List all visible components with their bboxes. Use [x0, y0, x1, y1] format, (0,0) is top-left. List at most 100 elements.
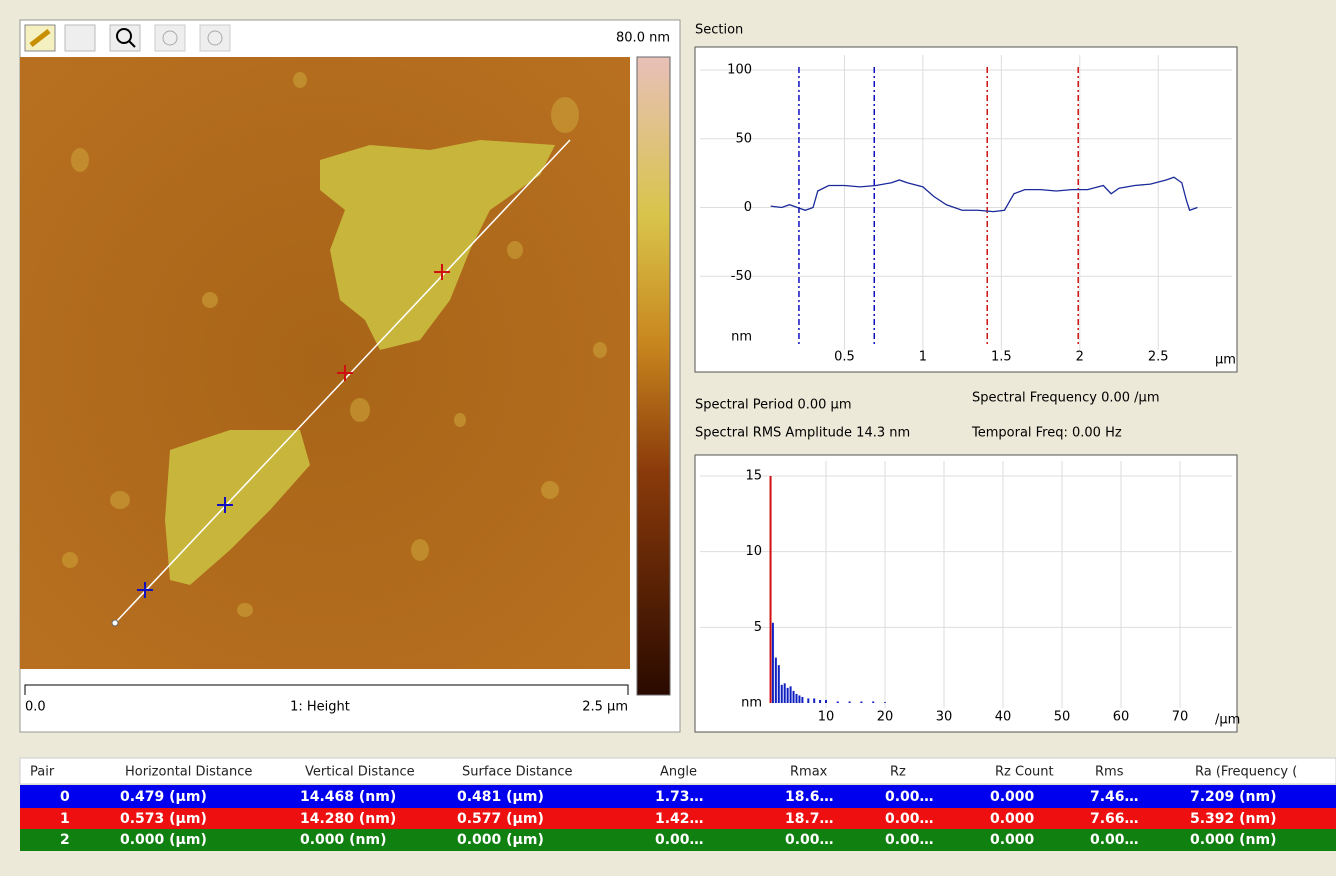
- spectrum-bar: [860, 701, 863, 703]
- spectrum-bar: [792, 690, 795, 703]
- cell: 0.00…: [885, 832, 934, 848]
- x-tick-label: 30: [936, 710, 953, 725]
- icon: [207, 30, 223, 46]
- cell: 0.573 (µm): [120, 811, 207, 827]
- spectrum-bar: [795, 693, 798, 703]
- spectrum-bar: [807, 698, 810, 703]
- tool-zoom-in[interactable]: [154, 24, 186, 52]
- spectral-rms: Spectral RMS Amplitude 14.3 nm: [695, 426, 910, 441]
- spectrum-bar: [825, 699, 827, 703]
- section-title: Section: [695, 23, 743, 38]
- spectrum-bar: [884, 702, 886, 703]
- y-unit: nm: [741, 696, 762, 711]
- spectral-period: Spectral Period 0.00 µm: [695, 398, 851, 413]
- spectrum-bar: [798, 695, 801, 703]
- cell: 5.392 (nm): [1190, 811, 1277, 827]
- spectrum-bar: [783, 683, 786, 703]
- afm-image: [20, 57, 630, 669]
- cell: 14.468 (nm): [300, 789, 396, 805]
- column-header: Rz Count: [995, 765, 1054, 780]
- x-tick-label: 1: [919, 350, 927, 365]
- x-tick-label: 70: [1172, 710, 1189, 725]
- cell: 0.000 (µm): [457, 832, 544, 848]
- x-unit: /µm: [1215, 713, 1240, 728]
- toolbar: [24, 24, 231, 52]
- column-header: Rmax: [790, 765, 828, 780]
- cell: 0.000: [990, 832, 1035, 848]
- cell: 0: [60, 789, 70, 805]
- x-tick-label: 50: [1054, 710, 1071, 725]
- y-tick-label: 5: [754, 620, 762, 635]
- table-row[interactable]: 0 0.479 (µm) 14.468 (nm) 0.481 (µm) 1.73… 18.…: [60, 789, 1277, 805]
- y-unit: nm: [731, 330, 752, 345]
- x-tick-label: 60: [1113, 710, 1130, 725]
- column-header: Surface Distance: [462, 765, 573, 780]
- section-box: [694, 46, 1238, 373]
- column-header: Rms: [1095, 765, 1124, 780]
- cell: 7.209 (nm): [1190, 789, 1277, 805]
- column-header: Ra (Frequency (: [1195, 765, 1297, 780]
- row-bg: [20, 829, 1336, 851]
- cursor-markers: [137, 264, 450, 598]
- row-bg: [20, 785, 1336, 808]
- cell: 0.000 (nm): [1190, 832, 1277, 848]
- column-header: Rz: [890, 765, 906, 780]
- icon: [128, 40, 136, 48]
- spectral-frequency: Spectral Frequency 0.00 /µm: [972, 391, 1159, 406]
- column-header: Pair: [30, 765, 55, 780]
- cell: 14.280 (nm): [300, 811, 396, 827]
- spots: [62, 72, 607, 617]
- table-row[interactable]: 2 0.000 (µm) 0.000 (nm) 0.000 (µm) 0.00… 0.00…: [60, 832, 1277, 848]
- icon: [29, 29, 51, 47]
- row-bg: [20, 808, 1336, 829]
- section-line: [114, 139, 571, 624]
- x-tick-label: 2: [1076, 350, 1084, 365]
- y-tick-label: 0: [744, 200, 752, 215]
- scale-start: 0.0: [25, 700, 46, 715]
- x-tick-label: 2.5: [1148, 350, 1169, 365]
- flake: [320, 140, 555, 350]
- column-header: Angle: [660, 765, 697, 780]
- y-tick-label: 50: [735, 131, 752, 146]
- cell: 0.481 (µm): [457, 789, 544, 805]
- x-tick-label: 40: [995, 710, 1012, 725]
- spectrum-bar: [771, 622, 774, 703]
- profile-line: [770, 176, 1198, 213]
- y-tick-label: -50: [731, 269, 752, 284]
- tool-zoom-out[interactable]: [199, 24, 231, 52]
- x-tick-label: 1.5: [991, 350, 1012, 365]
- scale-end: 2.5 µm: [582, 700, 628, 715]
- cell: 2: [60, 832, 70, 848]
- cell: 0.000 (nm): [300, 832, 387, 848]
- icon: [162, 30, 178, 46]
- spectrum-bar: [813, 698, 816, 703]
- tool-pan[interactable]: [64, 24, 96, 52]
- cell: 1: [60, 811, 70, 827]
- cell: 0.479 (µm): [120, 789, 207, 805]
- x-tick-label: 0.5: [834, 350, 855, 365]
- cell: 18.7…: [785, 811, 834, 827]
- spectrum-bar: [872, 701, 875, 703]
- line-start: [111, 619, 119, 627]
- spectrum-bar: [769, 476, 772, 703]
- x-tick-label: 20: [877, 710, 894, 725]
- spectrum-bar: [848, 701, 851, 703]
- cell: 7.66…: [1090, 811, 1139, 827]
- icon: [116, 28, 132, 44]
- spectrum-bar: [836, 701, 839, 703]
- y-tick-label: 10: [745, 544, 762, 559]
- cell: 0.00…: [1090, 832, 1139, 848]
- cell: 7.46…: [1090, 789, 1139, 805]
- table-header: [19, 757, 1336, 785]
- spectrum-bar: [777, 665, 780, 703]
- spectrum-bar: [786, 687, 789, 703]
- spectrum-bar: [780, 684, 783, 703]
- cell: 0.00…: [785, 832, 834, 848]
- x-tick-label: 10: [818, 710, 835, 725]
- y-tick-label: 15: [745, 469, 762, 484]
- table-row[interactable]: 1 0.573 (µm) 14.280 (nm) 0.577 (µm) 1.42… 18.…: [60, 811, 1277, 827]
- cell: 0.577 (µm): [457, 811, 544, 827]
- cell: 0.000 (µm): [120, 832, 207, 848]
